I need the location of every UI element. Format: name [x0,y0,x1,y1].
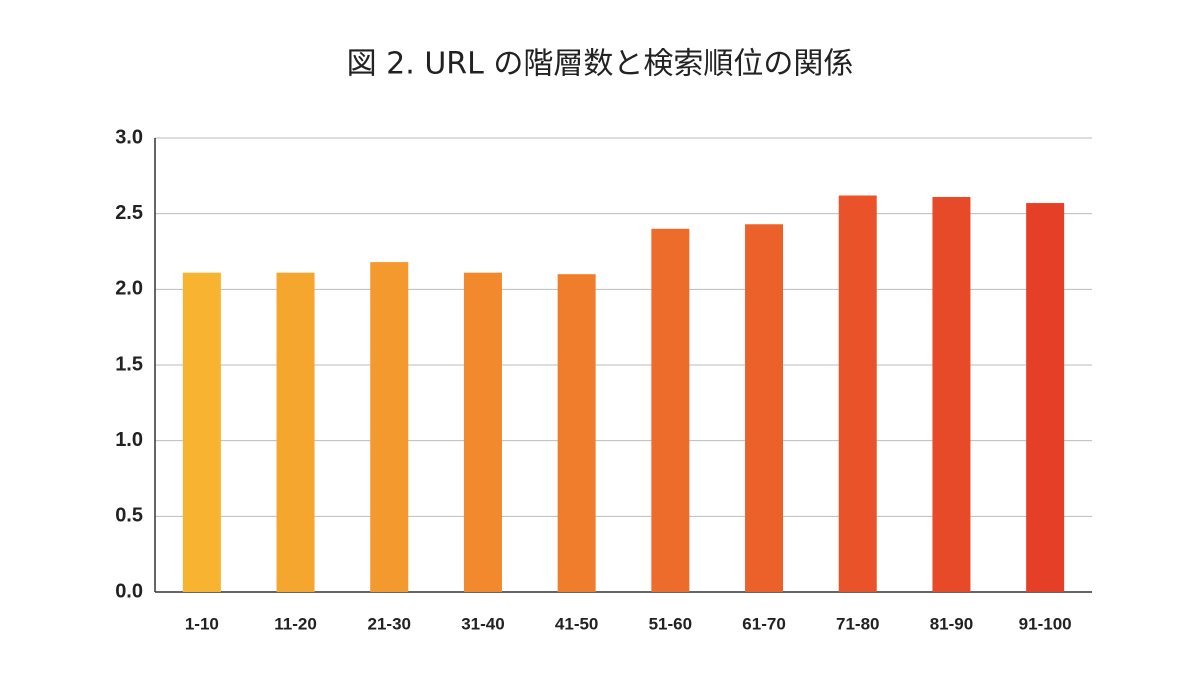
x-tick-label: 61-70 [742,614,785,633]
x-tick-label: 21-30 [368,614,411,633]
y-tick-label: 3.0 [115,126,143,148]
bar [557,274,596,592]
y-tick-label: 1.0 [115,429,143,451]
y-tick-label: 2.0 [115,278,143,300]
x-tick-label: 11-20 [274,614,317,633]
x-tick-label: 31-40 [461,614,504,633]
chart-title: 図 2. URL の階層数と検索順位の関係 [347,47,854,82]
x-tick-label: 71-80 [836,614,879,633]
x-tick-label: 41-50 [555,614,598,633]
bar [932,197,971,592]
x-tick-label: 91-100 [1019,614,1072,633]
y-tick-label: 2.5 [115,202,143,224]
x-tick-label: 81-90 [930,614,973,633]
bar [276,272,315,592]
bar [463,272,502,592]
bar [838,195,877,593]
x-tick-label: 1-10 [185,614,219,633]
x-tick-label: 51-60 [649,614,692,633]
bar [182,272,221,592]
y-tick-label: 1.5 [115,353,143,375]
bar [370,262,409,592]
bar [745,224,784,592]
bar [651,228,690,593]
bar [1026,203,1065,592]
y-tick-label: 0.0 [115,580,143,602]
y-tick-label: 0.5 [115,505,143,527]
